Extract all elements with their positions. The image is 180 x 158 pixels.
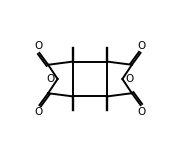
- Text: O: O: [46, 74, 55, 84]
- Text: O: O: [137, 107, 145, 117]
- Text: O: O: [35, 41, 43, 51]
- Text: O: O: [137, 41, 145, 51]
- Text: O: O: [35, 107, 43, 117]
- Text: O: O: [125, 74, 134, 84]
